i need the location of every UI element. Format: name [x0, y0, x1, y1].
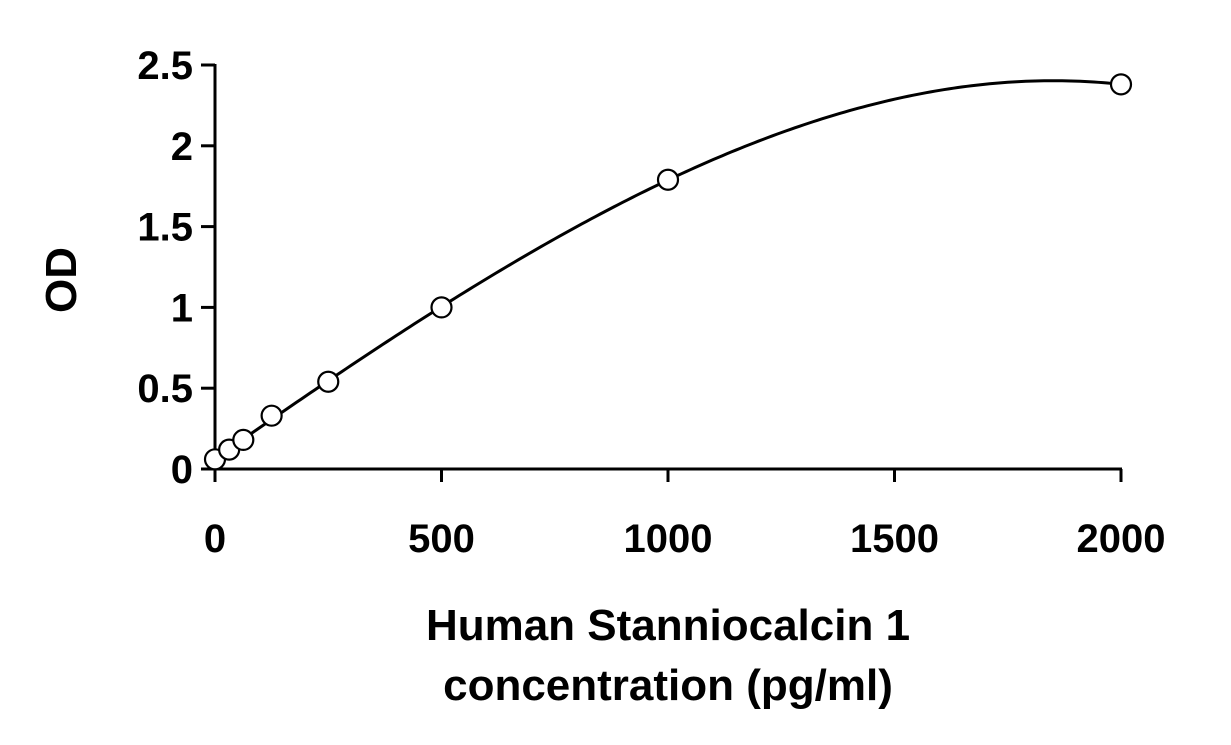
data-points: [203, 73, 1133, 471]
data-point: [317, 370, 340, 393]
y-tick-label: 2.5: [137, 44, 193, 88]
x-tick-label: 1000: [624, 517, 713, 561]
data-point: [430, 296, 453, 319]
y-tick-label: 0: [171, 448, 193, 492]
y-tick-label: 2: [171, 125, 193, 169]
data-point: [656, 168, 680, 191]
x-tick-label: 2000: [1077, 517, 1166, 561]
y-tick-label: 0.5: [137, 367, 193, 411]
y-tick-label: 1: [171, 286, 193, 330]
y-axis-title: OD: [37, 247, 86, 313]
data-point: [260, 404, 283, 427]
axes: 0 0.5 1 1.5 2 2.5 0 500 1000 1500 2000: [137, 44, 1165, 561]
x-tick-label: 1500: [850, 517, 939, 561]
x-ticks: 0 500 1000 1500 2000: [204, 469, 1166, 561]
x-axis-title-line1: Human Stanniocalcin 1: [426, 601, 910, 650]
data-point: [232, 428, 255, 452]
x-tick-label: 500: [408, 517, 475, 561]
y-tick-label: 1.5: [137, 206, 193, 250]
fit-curve: [214, 79, 1122, 460]
x-axis-title-line2: concentration (pg/ml): [443, 661, 893, 710]
data-point: [1109, 73, 1133, 96]
y-ticks: 0 0.5 1 1.5 2 2.5: [137, 44, 215, 492]
plot-area: [203, 73, 1133, 471]
x-tick-label: 0: [204, 517, 226, 561]
